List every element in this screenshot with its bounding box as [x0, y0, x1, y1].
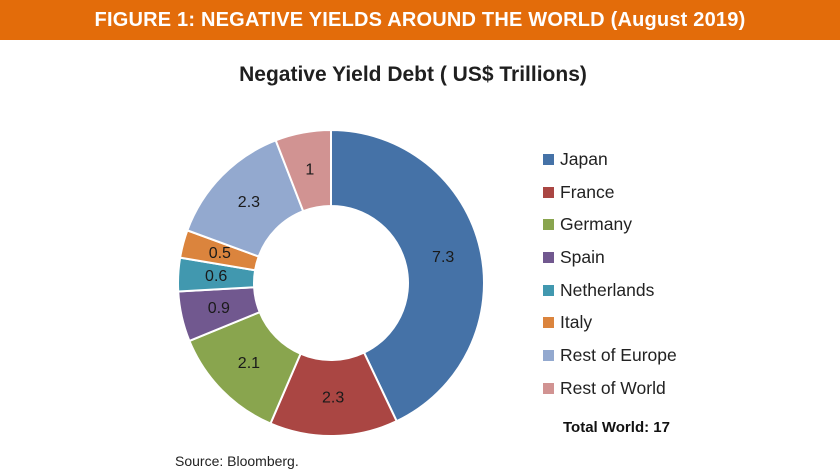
chart-title: Negative Yield Debt ( US$ Trillions): [239, 63, 587, 86]
data-label-italy: 0.5: [209, 245, 231, 262]
data-label-rest-of-europe: 2.3: [238, 194, 260, 211]
legend-item-italy: Italy: [543, 306, 677, 339]
data-label-germany: 2.1: [238, 355, 260, 372]
legend-item-france: France: [543, 176, 677, 209]
data-label-france: 2.3: [322, 389, 344, 406]
legend-item-netherlands: Netherlands: [543, 274, 677, 307]
legend-item-spain: Spain: [543, 241, 677, 274]
legend-label-japan: Japan: [560, 148, 608, 169]
total-world-label: Total World: 17: [563, 419, 670, 436]
legend-swatch-germany: [543, 219, 554, 231]
legend-item-japan: Japan: [543, 143, 677, 176]
data-label-rest-of-world: 1: [305, 161, 314, 178]
source-note: Source: Bloomberg.: [175, 453, 299, 469]
legend-swatch-france: [543, 186, 554, 198]
legend-swatch-rest-of-world: [543, 382, 554, 394]
legend-swatch-spain: [543, 251, 554, 263]
legend-label-rest-of-world: Rest of World: [560, 377, 666, 398]
legend-item-rest-of-world: Rest of World: [543, 372, 677, 405]
legend-label-netherlands: Netherlands: [560, 279, 655, 300]
data-label-spain: 0.9: [208, 300, 230, 317]
chart-legend: Japan France Germany Spain Netherlands Italy R…: [543, 143, 677, 405]
legend-swatch-netherlands: [543, 284, 554, 296]
legend-label-italy: Italy: [560, 312, 593, 333]
legend-swatch-rest-of-europe: [543, 349, 554, 361]
legend-swatch-japan: [543, 153, 554, 165]
donut-slice-japan: [330, 128, 485, 423]
figure-banner: FIGURE 1: NEGATIVE YIELDS AROUND THE WOR…: [0, 0, 840, 40]
legend-label-france: France: [560, 181, 615, 202]
data-label-netherlands: 0.6: [205, 268, 227, 285]
legend-label-rest-of-europe: Rest of Europe: [560, 344, 677, 365]
legend-item-rest-of-europe: Rest of Europe: [543, 339, 677, 372]
legend-label-germany: Germany: [560, 214, 632, 235]
legend-item-germany: Germany: [543, 208, 677, 241]
figure-title: FIGURE 1: NEGATIVE YIELDS AROUND THE WOR…: [94, 8, 746, 31]
legend-swatch-italy: [543, 317, 554, 329]
donut-slice-rest-of-world: [274, 128, 332, 213]
data-label-japan: 7.3: [432, 249, 454, 266]
legend-label-spain: Spain: [560, 246, 605, 267]
